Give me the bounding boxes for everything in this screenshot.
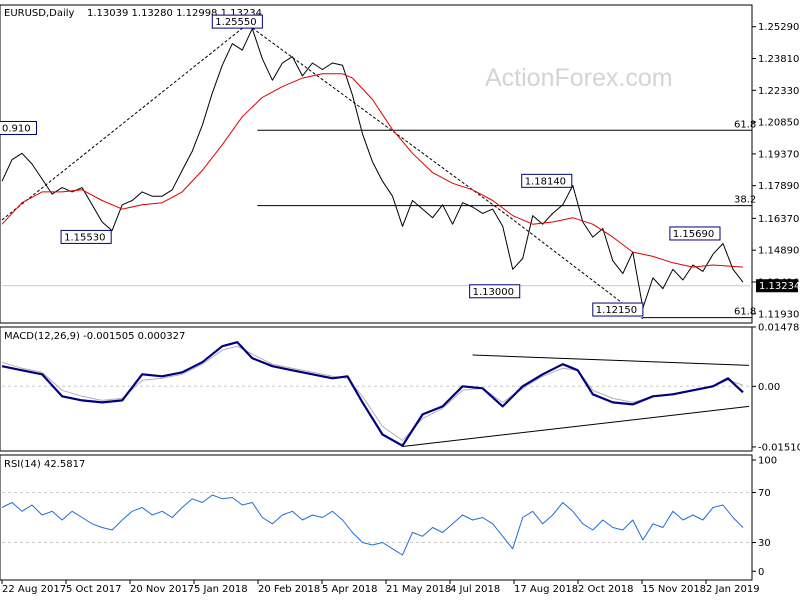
trend-line bbox=[1, 23, 644, 320]
swing-label-box bbox=[521, 173, 573, 188]
rsi-y-tick-label: 0 bbox=[758, 567, 764, 578]
swing-label-box bbox=[0, 120, 37, 135]
current-price-badge bbox=[756, 279, 798, 293]
rsi-panel-frame bbox=[0, 454, 753, 581]
price-y-tick-label: 1.14890 bbox=[758, 246, 799, 257]
x-tick-label: 2 Oct 2018 bbox=[578, 584, 633, 595]
x-tick-label: 15 Nov 2018 bbox=[642, 584, 706, 595]
rsi-y-tick-label: 100 bbox=[758, 456, 777, 467]
x-tick-label: 4 Jul 2018 bbox=[450, 584, 500, 595]
price-y-tick-label: 1.22330 bbox=[758, 86, 799, 97]
rsi-title: RSI(14) 42.5817 bbox=[4, 459, 85, 470]
swing-label-box bbox=[592, 302, 644, 317]
swing-label-box bbox=[669, 226, 721, 241]
macd-trend-line bbox=[472, 354, 750, 366]
price-y-tick-label: 1.25290 bbox=[758, 22, 799, 33]
swing-label: 1.15690 bbox=[673, 229, 714, 240]
macd-y-tick-label: 0.014786 bbox=[758, 322, 800, 333]
swing-label-box bbox=[211, 14, 263, 29]
price-y-tick-label: 1.17890 bbox=[758, 181, 799, 192]
fib-level-label: 38.2 bbox=[734, 195, 756, 206]
price-y-tick-label: 1.23810 bbox=[758, 54, 799, 65]
macd-line bbox=[1, 341, 744, 447]
price-panel-frame bbox=[0, 4, 753, 324]
x-tick-label: 22 Aug 2017 bbox=[2, 584, 66, 595]
watermark: ActionForex.com bbox=[485, 64, 673, 92]
x-tick-label: 2 Jan 2019 bbox=[706, 584, 760, 595]
macd-y-tick-label: 0.00 bbox=[758, 382, 780, 393]
price-y-tick-label: 1.16370 bbox=[758, 214, 799, 225]
x-tick-label: 5 Apr 2018 bbox=[322, 584, 377, 595]
rsi-line bbox=[1, 494, 744, 556]
rsi-y-tick-label: 30 bbox=[758, 538, 771, 549]
macd-title: MACD(12,26,9) -0.001505 0.000327 bbox=[4, 331, 185, 342]
x-tick-label: 5 Oct 2017 bbox=[66, 584, 121, 595]
macd-signal-line bbox=[1, 345, 744, 441]
swing-label: 1.18140 bbox=[525, 176, 566, 187]
current-price-label: 1.13234 bbox=[759, 281, 800, 292]
swing-label: 1.25550 bbox=[215, 17, 256, 28]
swing-label: 0.910 bbox=[2, 123, 31, 134]
price-y-tick-label: 1.11930 bbox=[758, 309, 799, 320]
x-tick-label: 21 May 2018 bbox=[386, 584, 451, 595]
swing-label-box bbox=[469, 284, 521, 299]
x-tick-label: 20 Nov 2017 bbox=[130, 584, 194, 595]
moving-average-line bbox=[1, 73, 744, 268]
swing-label-box bbox=[60, 229, 112, 244]
price-y-tick-label: 1.20850 bbox=[758, 118, 799, 129]
x-tick-label: 17 Aug 2018 bbox=[514, 584, 578, 595]
symbol-label: EURUSD,Daily bbox=[4, 8, 75, 19]
ohlc-label: 1.13039 1.13280 1.12998 1.13234 bbox=[87, 8, 262, 19]
swing-label: 1.15530 bbox=[64, 232, 105, 243]
rsi-y-tick-label: 70 bbox=[758, 488, 771, 499]
fib-level-label: 61.8 bbox=[734, 119, 756, 130]
price-y-tick-label: 1.19370 bbox=[758, 149, 799, 160]
x-tick-label: 20 Feb 2018 bbox=[258, 584, 320, 595]
macd-trend-line bbox=[402, 405, 750, 447]
swing-label: 1.12150 bbox=[596, 305, 637, 316]
swing-label: 1.13000 bbox=[473, 287, 514, 298]
macd-panel-frame bbox=[0, 326, 753, 452]
fib-level-label: 61.8 bbox=[734, 307, 756, 318]
x-tick-label: 5 Jan 2018 bbox=[194, 584, 248, 595]
macd-y-tick-label: -0.015107 bbox=[758, 442, 800, 453]
price-series-line bbox=[1, 28, 744, 309]
